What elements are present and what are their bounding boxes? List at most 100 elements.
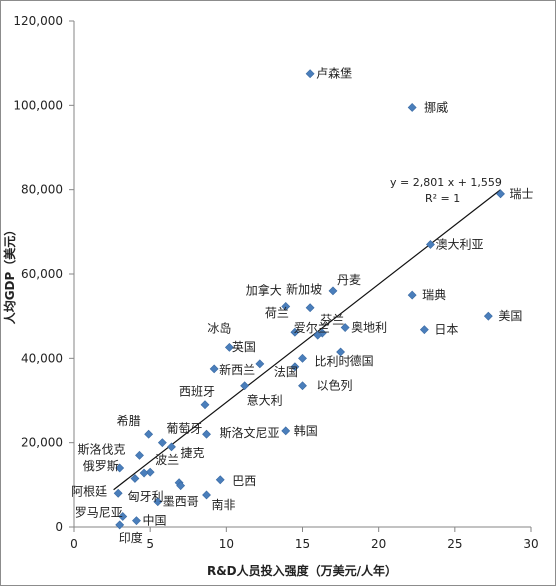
data-point [305, 303, 315, 313]
point-label: 意大利 [247, 393, 283, 408]
y-tick-label: 40,000 [21, 351, 63, 365]
data-point [202, 490, 211, 500]
y-tick-label: 20,000 [21, 436, 63, 450]
point-label: 南非 [212, 497, 236, 512]
point-label: 瑞典 [422, 288, 446, 302]
data-point [202, 429, 211, 439]
x-axis-title: R&D人员投入强度（万美元/人年） [207, 563, 397, 578]
data-point [130, 474, 140, 483]
point-label: 日本 [434, 323, 458, 337]
data-point [290, 362, 300, 372]
data-point [224, 342, 234, 352]
data-point [113, 488, 123, 498]
data-point [255, 359, 265, 369]
data-point [281, 426, 291, 436]
data-point [157, 438, 167, 448]
point-label: 美国 [498, 309, 522, 323]
point-label: 卢森堡 [316, 66, 352, 81]
x-tick-label: 15 [295, 537, 310, 551]
point-label: 瑞士 [510, 187, 534, 201]
data-point [209, 364, 219, 374]
point-label: 波兰 [155, 453, 179, 467]
point-label: 罗马尼亚 [75, 505, 123, 519]
point-label: 希腊 [117, 413, 141, 428]
point-label: 匈牙利 [128, 490, 164, 504]
point-label: 冰岛 [207, 320, 231, 335]
data-point [215, 475, 225, 485]
point-label: 荷兰 [265, 306, 289, 320]
point-label: 丹麦 [337, 273, 361, 287]
data-point [281, 302, 291, 311]
point-label: 挪威 [424, 100, 448, 114]
trendline-group [113, 189, 501, 491]
data-point [145, 467, 155, 477]
tick-labels: 0 5 10 15 20 25 30 0 20,000 40,000 60,000 80,000 100… [13, 14, 538, 551]
point-label: 法国 [274, 365, 298, 379]
point-label: 西班牙 [179, 385, 215, 399]
point-label: 德国 [350, 353, 374, 368]
data-point [496, 189, 505, 199]
data-point [340, 323, 350, 332]
point-label: 墨西哥 [163, 495, 199, 509]
point-label: 奥地利 [351, 321, 387, 335]
point-label: 捷克 [180, 446, 204, 460]
data-point [290, 327, 300, 337]
point-label: 韩国 [294, 423, 318, 438]
x-tick-label: 25 [447, 537, 462, 551]
data-point [407, 103, 417, 112]
y-tick-label: 60,000 [21, 267, 63, 281]
point-label: 澳大利亚 [435, 237, 483, 251]
data-point [176, 481, 186, 491]
y-tick-label: 100,000 [13, 98, 63, 112]
data-point [483, 311, 493, 321]
data-point [115, 463, 125, 473]
x-tick-label: 20 [371, 537, 386, 551]
point-label: 巴西 [232, 474, 256, 488]
data-point [200, 400, 210, 410]
data-point [328, 286, 338, 296]
y-tick-label: 0 [55, 520, 63, 534]
y-tick-label: 80,000 [21, 183, 63, 197]
data-point [407, 290, 417, 300]
data-point [139, 468, 149, 478]
point-label: 爱尔兰 [294, 320, 330, 335]
data-point [298, 381, 307, 391]
point-label: 斯洛文尼亚 [220, 425, 280, 440]
point-label: 芬兰 [320, 313, 344, 327]
trendline [113, 189, 501, 491]
point-label: 阿根廷 [71, 484, 107, 498]
y-axis-title: 人均GDP（美元） [2, 224, 17, 325]
data-point [426, 240, 435, 249]
point-label: 英国 [232, 340, 256, 354]
data-point [298, 353, 307, 363]
y-tick-label: 120,000 [13, 14, 63, 28]
trendline-r-squared: R² = 1 [425, 192, 460, 205]
data-point [167, 442, 176, 452]
point-label: 新加坡 [286, 282, 322, 297]
x-tick-label: 5 [146, 537, 154, 551]
point-label: 比利时 [315, 354, 351, 368]
x-tick-label: 30 [523, 537, 538, 551]
point-label: 以色列 [317, 379, 353, 393]
data-point [240, 381, 250, 391]
point-label: 加拿大 [246, 282, 282, 297]
data-point [115, 520, 125, 530]
data-point [305, 69, 315, 79]
data-point [132, 516, 141, 526]
data-point [135, 450, 144, 460]
point-label: 新西兰 [219, 362, 255, 377]
data-point [336, 347, 346, 357]
data-points [113, 69, 505, 530]
data-point [419, 325, 429, 335]
x-tick-label: 0 [70, 537, 78, 551]
point-label: 中国 [142, 513, 166, 528]
data-point [144, 429, 154, 439]
x-tick-label: 10 [219, 537, 234, 551]
data-point [153, 497, 163, 507]
data-point [118, 512, 128, 521]
point-label: 斯洛伐克 [78, 441, 126, 456]
trendline-equation: y = 2,801 x + 1,559 [390, 176, 502, 189]
